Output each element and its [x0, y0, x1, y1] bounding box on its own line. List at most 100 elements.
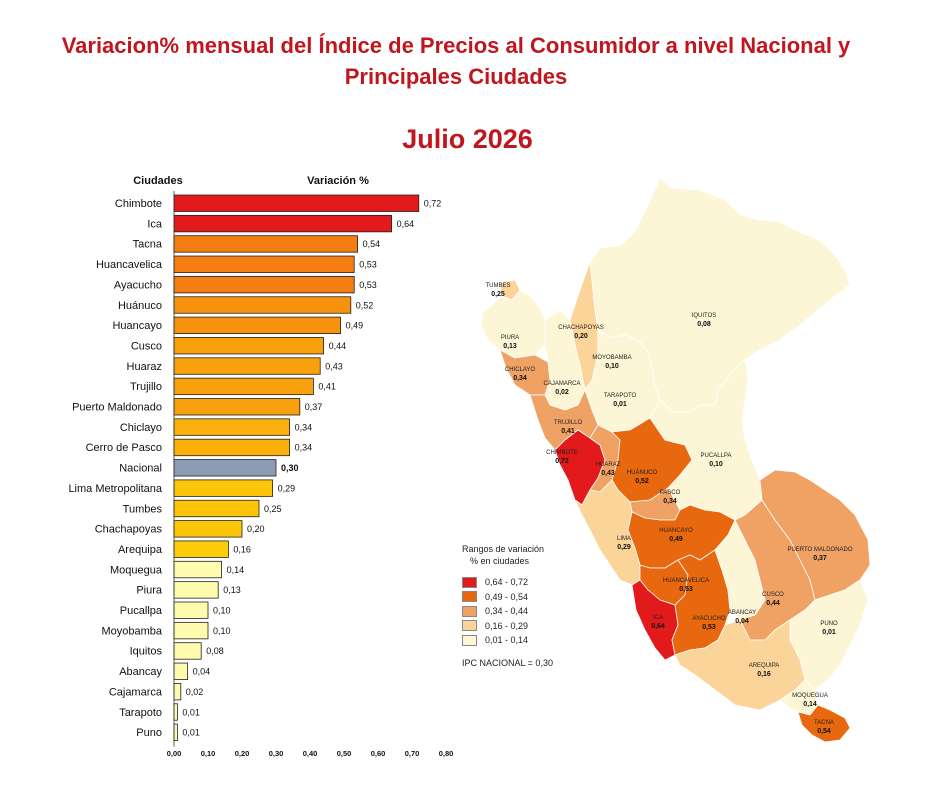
map-city-value: 0,37 [813, 555, 827, 562]
x-tick-label: 0,60 [371, 749, 386, 758]
category-label: Moyobamba [101, 625, 162, 637]
legend-label: 0,16 - 0,29 [485, 620, 529, 631]
category-label: Iquitos [130, 646, 163, 658]
bar [173, 398, 301, 416]
ipc-national-note: IPC NACIONAL = 0,30 [462, 657, 553, 668]
map-city-value: 0,53 [679, 586, 693, 593]
value-label: 0,29 [278, 483, 296, 493]
map-city-value: 0,13 [503, 343, 517, 350]
x-tick-label: 0,80 [439, 749, 454, 758]
map-city-name: TRUJILLO [554, 420, 583, 426]
map-city-value: 0,29 [617, 544, 631, 551]
value-label: 0,37 [305, 402, 323, 412]
category-label: Moquegua [110, 564, 163, 576]
legend-swatch [462, 591, 477, 603]
map-city-value: 0,52 [635, 478, 649, 485]
legend-swatch [462, 634, 477, 646]
value-label: 0,10 [213, 606, 231, 616]
category-label: Trujillo [130, 381, 162, 393]
map-city-name: CHIMBOTE [546, 450, 578, 456]
value-label: 0,53 [359, 260, 377, 270]
category-label: Nacional [119, 463, 162, 475]
x-tick-label: 0,30 [269, 749, 284, 758]
category-label: Ayacucho [114, 279, 162, 291]
legend-label: 0,01 - 0,14 [485, 635, 529, 646]
legend-item: 0,16 - 0,29 [462, 619, 553, 634]
region-arequipa [674, 619, 806, 711]
bar [173, 540, 229, 558]
category-label: Huánuco [118, 300, 162, 312]
bar [173, 194, 420, 212]
map-city-value: 0,14 [803, 701, 817, 708]
x-tick-label: 0,40 [303, 749, 318, 758]
category-label: Cerro de Pasco [86, 442, 162, 454]
bar [173, 459, 277, 477]
x-tick-label: 0,00 [167, 749, 182, 758]
category-label: Huaraz [127, 361, 162, 373]
legend-label: 0,49 - 0,54 [485, 591, 529, 602]
title-line-2: Principales Ciudades [344, 64, 568, 89]
legend-swatch [462, 620, 477, 632]
bar [173, 255, 355, 273]
value-label: 0,10 [213, 626, 231, 636]
category-label: Tacna [133, 239, 163, 251]
bar [173, 703, 178, 721]
map-city-name: ABANCAY [728, 610, 756, 616]
bar [173, 479, 273, 497]
map-city-value: 0,10 [709, 461, 723, 468]
map-city-name: HUÁNUCO [627, 469, 658, 476]
value-label: 0,64 [397, 219, 415, 229]
map-city-name: MOYOBAMBA [592, 355, 631, 361]
legend-title-2: % en ciudades [470, 556, 530, 566]
bar [173, 560, 222, 579]
bar [173, 235, 359, 253]
map-city-value: 0,08 [697, 321, 711, 328]
value-label: 0,44 [329, 341, 347, 351]
value-label: 0,30 [281, 463, 299, 473]
legend-item: 0,49 - 0,54 [462, 590, 553, 605]
category-label: Chimbote [115, 198, 162, 210]
map-city-value: 0,44 [766, 600, 780, 607]
category-label: Chachapoyas [95, 524, 163, 536]
x-tick-label: 0,20 [235, 749, 250, 758]
legend-label: 0,64 - 0,72 [485, 577, 529, 588]
map-regions [480, 177, 871, 743]
map-city-name: CUSCO [762, 592, 784, 598]
x-tick-label: 0,70 [405, 749, 420, 758]
column-header-variation: Variación % [307, 175, 369, 187]
map-city-name: ICA [653, 615, 663, 621]
value-label: 0,52 [356, 300, 374, 310]
map-city-name: IQUITOS [692, 313, 717, 319]
map-city-value: 0,10 [605, 363, 619, 370]
map-city-name: TARAPOTO [604, 393, 637, 399]
map-city-name: TUMBES [485, 283, 510, 289]
bar [173, 438, 290, 457]
value-label: 0,43 [325, 361, 343, 371]
value-label: 0,25 [264, 504, 282, 514]
bar [173, 520, 243, 538]
category-label: Piura [136, 585, 163, 597]
column-header-cities: Ciudades [133, 175, 183, 187]
bar-chart: Ciudades Variación % Chimbote 0,72 Ica 0,64 Ta… [68, 175, 454, 758]
value-label: 0,34 [295, 422, 313, 432]
map-city-name: HUANCAYO [659, 528, 693, 534]
value-label: 0,02 [186, 687, 204, 697]
map-city-value: 0,34 [663, 498, 677, 505]
region-tacna [797, 704, 851, 743]
bar [173, 337, 325, 355]
bar [173, 214, 393, 233]
bar [173, 418, 290, 436]
bar [173, 662, 189, 680]
value-label: 0,04 [193, 667, 211, 677]
map-city-name: PUNO [820, 621, 838, 627]
map-legend: Rangos de variación % en ciudades 0,64 -… [462, 543, 553, 668]
category-label: Chiclayo [120, 422, 162, 434]
legend-item: 0,34 - 0,44 [462, 604, 553, 619]
category-label: Cajamarca [109, 686, 163, 698]
x-tick-label: 0,10 [201, 749, 216, 758]
category-label: Tarapoto [119, 707, 162, 719]
category-label: Pucallpa [120, 605, 163, 617]
value-label: 0,16 [233, 544, 251, 554]
map-city-name: PIURA [501, 335, 519, 341]
bar [173, 601, 209, 619]
